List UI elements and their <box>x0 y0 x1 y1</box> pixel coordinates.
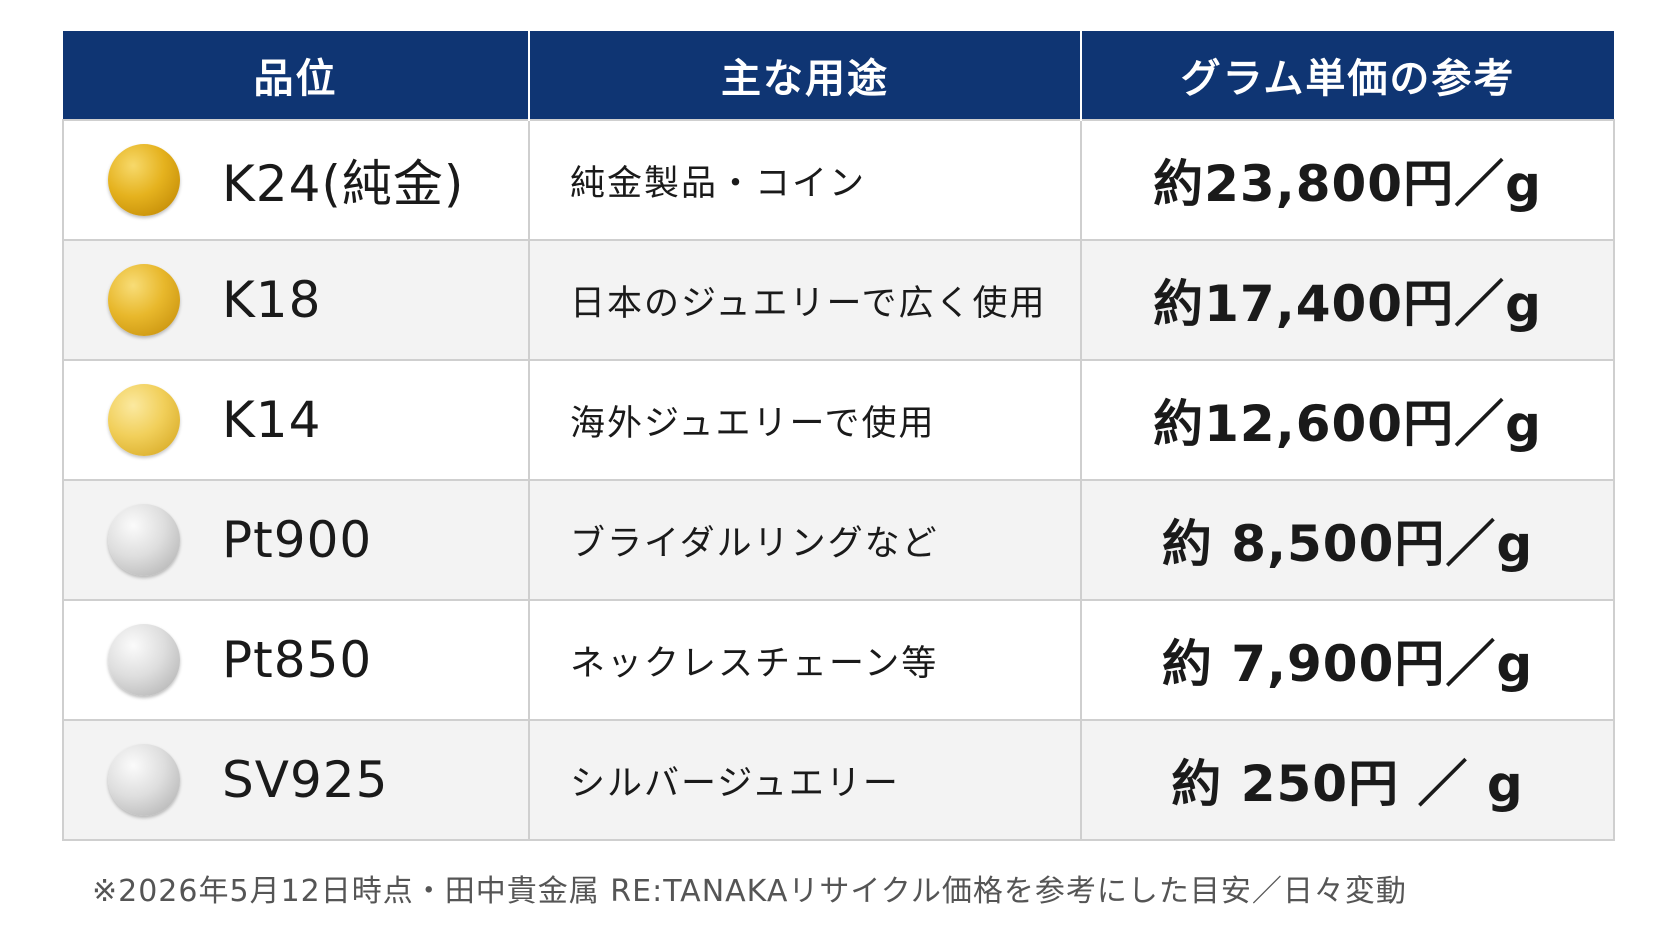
price-cell: 約 7,900円／g <box>1080 599 1615 721</box>
use-cell: ネックレスチェーン等 <box>528 599 1082 721</box>
silver-coin-icon <box>108 624 180 696</box>
gold-coin-icon <box>108 144 180 216</box>
use-cell: 純金製品・コイン <box>528 119 1082 241</box>
use-cell: シルバージュエリー <box>528 719 1082 841</box>
gold-coin-icon <box>108 264 180 336</box>
grade-label: K24(純金) <box>222 155 465 213</box>
price-cell: 約 8,500円／g <box>1080 479 1615 601</box>
use-cell: 海外ジュエリーで使用 <box>528 359 1082 481</box>
footnote: ※2026年5月12日時点・田中貴金属 RE:TANAKAリサイクル価格を参考に… <box>92 874 1407 909</box>
grade-label: K14 <box>222 391 322 449</box>
table-row: K14 海外ジュエリーで使用 約12,600円／g <box>62 359 1615 481</box>
grade-label: K18 <box>222 271 322 329</box>
silver-coin-icon <box>108 504 180 576</box>
table-row: Pt900 ブライダルリングなど 約 8,500円／g <box>62 479 1615 601</box>
table-row: K24(純金) 純金製品・コイン 約23,800円／g <box>62 119 1615 241</box>
table-row: Pt850 ネックレスチェーン等 約 7,900円／g <box>62 599 1615 721</box>
use-cell: 日本のジュエリーで広く使用 <box>528 239 1082 361</box>
table-row: K18 日本のジュエリーで広く使用 約17,400円／g <box>62 239 1615 361</box>
grade-cell: K18 <box>62 239 530 361</box>
table-row: SV925 シルバージュエリー 約 250円 ／ g <box>62 719 1615 841</box>
price-cell: 約23,800円／g <box>1080 119 1615 241</box>
header-use: 主な用途 <box>528 31 1081 120</box>
light-gold-coin-icon <box>108 384 180 456</box>
header-grade: 品位 <box>63 31 529 120</box>
header-price: グラム単価の参考 <box>1080 31 1614 120</box>
grade-label: SV925 <box>222 751 389 809</box>
price-cell: 約17,400円／g <box>1080 239 1615 361</box>
silver-coin-icon <box>108 744 180 816</box>
grade-cell: K14 <box>62 359 530 481</box>
use-cell: ブライダルリングなど <box>528 479 1082 601</box>
price-cell: 約12,600円／g <box>1080 359 1615 481</box>
grade-cell: K24(純金) <box>62 119 530 241</box>
metal-price-table: 品位 主な用途 グラム単価の参考 K24(純金) 純金製品・コイン 約23,80… <box>62 31 1615 841</box>
grade-cell: SV925 <box>62 719 530 841</box>
price-cell: 約 250円 ／ g <box>1080 719 1615 841</box>
grade-cell: Pt850 <box>62 599 530 721</box>
grade-label: Pt850 <box>222 631 373 689</box>
table-header-row: 品位 主な用途 グラム単価の参考 <box>63 31 1614 120</box>
grade-cell: Pt900 <box>62 479 530 601</box>
grade-label: Pt900 <box>222 511 373 569</box>
